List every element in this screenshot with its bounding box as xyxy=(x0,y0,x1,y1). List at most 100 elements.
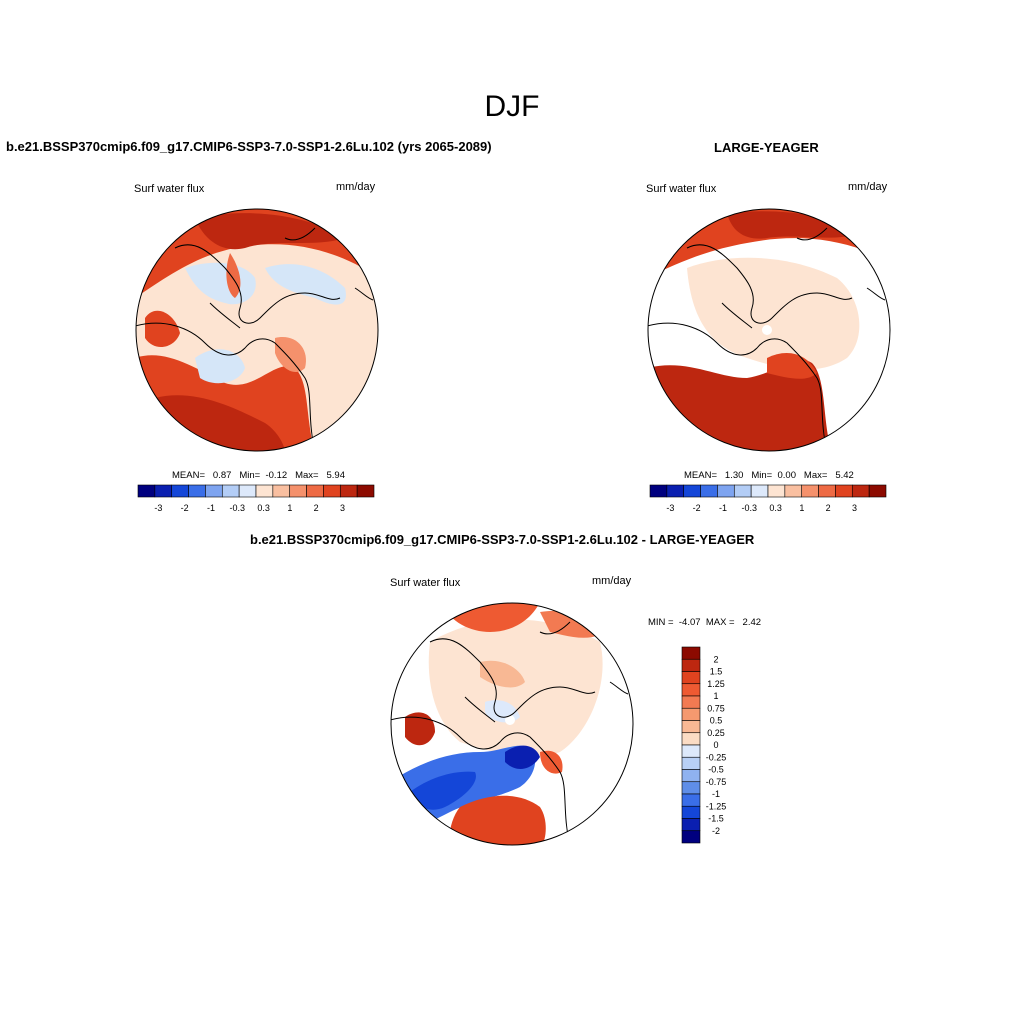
obs-polar-map xyxy=(647,208,891,452)
obs-colorbar-tick-label: -0.3 xyxy=(742,503,758,513)
diff-min-value: -4.07 xyxy=(678,617,701,628)
diff-west-positive xyxy=(405,712,435,746)
obs-panel-title: LARGE-YEAGER xyxy=(714,140,819,155)
test-colorbar-swatch xyxy=(205,484,223,498)
obs-map-border xyxy=(647,208,891,452)
test-colorbar-swatch xyxy=(323,484,341,498)
diff-colorbar-tick-label: -0.75 xyxy=(706,777,727,787)
diff-nordic-negative xyxy=(505,745,540,769)
obs-pacific-core xyxy=(727,211,862,239)
diff-colorbar-tick-label: -2 xyxy=(712,826,720,836)
season-title: DJF xyxy=(484,90,540,123)
diff-colorbar-swatch xyxy=(681,793,701,807)
test-colorbar-swatch xyxy=(238,484,257,498)
test-colorbar-swatch xyxy=(356,484,375,498)
obs-max-label: Max= xyxy=(803,470,828,481)
obs-colorbar-swatch xyxy=(818,484,836,498)
diff-europe-positive xyxy=(449,795,546,845)
diff-colorbar-tick-label: -0.25 xyxy=(706,752,727,762)
diff-arctic-field xyxy=(428,619,603,757)
test-colorbar-tick-label: 3 xyxy=(340,503,345,513)
test-colorbar-tick-label: 2 xyxy=(314,503,319,513)
obs-colorbar-swatch xyxy=(767,484,786,498)
diff-panel-title: b.e21.BSSP370cmip6.f09_g17.CMIP6-SSP3-7.… xyxy=(250,532,755,547)
diff-max-label: MAX = xyxy=(705,617,735,628)
diff-colorbar-swatch xyxy=(681,671,701,685)
diff-colorbar-swatch xyxy=(681,818,701,832)
test-colorbar-swatch xyxy=(188,484,206,498)
diff-colorbar-swatch xyxy=(681,805,701,819)
diff-colorbar-swatch xyxy=(681,830,701,844)
obs-colorbar-swatch xyxy=(868,484,887,498)
diff-colorbar-swatch xyxy=(681,707,701,721)
diff-atlantic-core-negative xyxy=(410,771,476,810)
obs-colorbar-swatch xyxy=(717,484,735,498)
obs-colorbar-swatch xyxy=(649,484,668,498)
obs-max-value: 5.42 xyxy=(835,470,854,481)
diff-colorbar-swatch xyxy=(681,720,701,734)
test-map-border xyxy=(135,208,379,452)
diff-colorbar-tick-label: -1.5 xyxy=(708,814,724,824)
test-colorbar-swatch xyxy=(255,484,274,498)
test-pacific-core xyxy=(195,213,345,250)
test-mean-value: 0.87 xyxy=(212,470,232,481)
diff-colorbar-tick-label: 0.75 xyxy=(707,703,725,713)
obs-arctic-field xyxy=(687,257,860,370)
test-units-label: mm/day xyxy=(336,181,376,193)
obs-colorbar-swatch xyxy=(851,484,870,498)
test-colorbar-tick-label: 0.3 xyxy=(257,503,270,513)
diff-colorbar-tick-label: 1 xyxy=(713,691,718,701)
obs-colorbar-group: -3 -2 -1 -0.3 0.3 1 2 3 xyxy=(649,484,887,513)
obs-colorbar-swatch xyxy=(750,484,769,498)
obs-atlantic-edge xyxy=(767,353,817,379)
diff-colorbar-swatch xyxy=(681,646,701,660)
test-coastlines xyxy=(136,227,374,451)
diff-stats: MIN = -4.07 MAX = 2.42 xyxy=(648,617,761,628)
diff-colorbar-swatch xyxy=(681,732,701,746)
test-colorbar-swatch xyxy=(171,484,189,498)
test-ridge xyxy=(226,253,241,298)
diff-colorbar-tick-label: 0.5 xyxy=(710,716,723,726)
test-colorbar-swatch xyxy=(272,484,291,498)
obs-pole-hole xyxy=(762,325,772,335)
obs-min-label: Min= xyxy=(751,470,773,481)
diff-colorbar-swatch xyxy=(681,756,701,770)
diff-pole-hole xyxy=(505,715,515,725)
diff-colorbar-swatch xyxy=(681,683,701,697)
obs-colorbar-tick-label: 0.3 xyxy=(769,503,782,513)
test-colorbar-swatch xyxy=(306,484,324,498)
obs-units-label: mm/day xyxy=(848,181,888,193)
test-greenland-low xyxy=(195,349,245,384)
obs-colorbar-tick-label: 3 xyxy=(852,503,857,513)
test-mean-label: MEAN= xyxy=(172,470,205,481)
obs-mean-value: 1.30 xyxy=(724,470,744,481)
test-colorbar-swatch xyxy=(339,484,358,498)
obs-colorbar-tick-label: -3 xyxy=(666,503,674,513)
obs-colorbar-swatch xyxy=(835,484,853,498)
diff-colorbar-swatch xyxy=(681,769,701,783)
obs-colorbar-swatch xyxy=(683,484,701,498)
obs-colorbar-swatch xyxy=(801,484,819,498)
diff-colorbar-swatch xyxy=(681,744,701,758)
diff-colorbar-tick-label: -1 xyxy=(712,789,720,799)
obs-min-value: 0.00 xyxy=(777,470,796,481)
test-colorbar-swatch xyxy=(137,484,156,498)
test-max-label: Max= xyxy=(295,470,319,481)
obs-mean-label: MEAN= xyxy=(684,470,717,481)
obs-colorbar-tick-label: 2 xyxy=(826,503,831,513)
test-stats: MEAN= 0.87 Min= -0.12 Max= 5.94 xyxy=(172,470,345,481)
diff-colorbar-tick-label: -1.25 xyxy=(706,801,727,811)
diff-colorbar-tick-label: 1.5 xyxy=(710,667,723,677)
test-colorbar-tick-label: 1 xyxy=(287,503,292,513)
diff-min-label: MIN = xyxy=(648,617,674,628)
diff-colorbar-tick-label: 0 xyxy=(713,740,718,750)
diff-units-label: mm/day xyxy=(592,575,632,587)
test-arctic-patch xyxy=(275,337,306,373)
obs-variable-label: Surf water flux xyxy=(646,183,717,195)
diff-colorbar-swatch xyxy=(681,658,701,672)
obs-colorbar-tick-label: 1 xyxy=(799,503,804,513)
diff-colorbar-tick-label: 1.25 xyxy=(707,679,725,689)
diff-colorbar-tick-label: 0.25 xyxy=(707,728,725,738)
obs-colorbar-swatch xyxy=(666,484,685,498)
